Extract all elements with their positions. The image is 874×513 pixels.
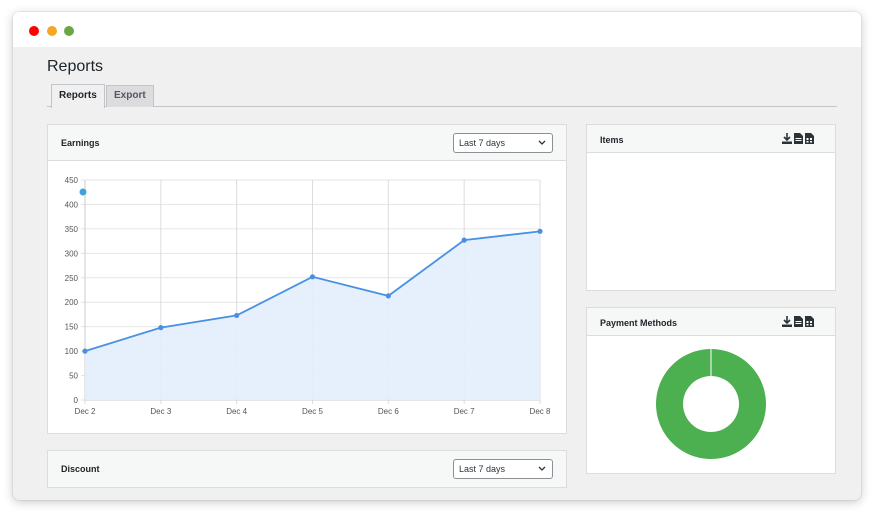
payment-methods-export-icons — [782, 316, 814, 327]
earnings-range-select[interactable]: Last 7 days — [453, 133, 553, 153]
earnings-point — [234, 312, 240, 319]
earnings-area — [85, 231, 540, 400]
file-csv-icon[interactable] — [805, 133, 814, 144]
items-panel-header: Items — [587, 125, 835, 153]
download-icon[interactable] — [782, 316, 792, 327]
y-tick-label: 50 — [69, 372, 78, 381]
page-title: Reports — [47, 58, 104, 75]
x-tick-label: Dec 2 — [75, 407, 96, 416]
maximize-window-button[interactable] — [64, 26, 74, 36]
discount-panel-header: Discount Last 7 days — [48, 451, 566, 487]
y-tick-label: 200 — [65, 298, 79, 307]
close-window-button[interactable] — [29, 26, 39, 36]
x-tick-label: Dec 7 — [454, 407, 475, 416]
earnings-point — [537, 228, 543, 234]
discount-title: Discount — [61, 464, 100, 474]
chevron-down-icon — [538, 466, 546, 471]
earnings-title: Earnings — [61, 138, 100, 148]
discount-range-value: Last 7 days — [459, 464, 506, 474]
tab-reports[interactable]: Reports — [51, 84, 105, 108]
items-export-icons — [782, 133, 814, 144]
x-tick-label: Dec 5 — [302, 407, 323, 416]
payment-methods-donut-chart — [655, 349, 766, 459]
x-tick-label: Dec 6 — [378, 407, 399, 416]
payment-methods-panel-header: Payment Methods — [587, 308, 835, 336]
x-tick-label: Dec 4 — [226, 407, 247, 416]
app-window: Reports Reports Export Earnings Last 7 d… — [13, 12, 861, 500]
payment-methods-title: Payment Methods — [600, 318, 678, 328]
earnings-panel: Earnings Last 7 days 0 50 100 150 200 250 300 3… — [47, 124, 567, 434]
file-pdf-icon[interactable] — [794, 316, 803, 327]
payment-methods-panel: Payment Methods — [586, 307, 836, 474]
earnings-point — [385, 293, 391, 299]
items-panel: Items — [586, 124, 836, 291]
tab-export[interactable]: Export — [106, 85, 154, 107]
y-tick-label: 250 — [65, 274, 79, 283]
items-title: Items — [600, 135, 624, 145]
legend-marker — [79, 188, 87, 196]
y-tick-label: 100 — [65, 347, 79, 356]
donut-slice[interactable] — [655, 349, 766, 459]
earnings-range-value: Last 7 days — [459, 138, 506, 148]
earnings-point — [461, 237, 467, 243]
title-bar — [13, 12, 861, 47]
download-icon[interactable] — [782, 133, 792, 144]
tab-bar: Reports Export — [47, 84, 837, 108]
y-tick-label: 400 — [65, 200, 79, 209]
chevron-down-icon — [538, 140, 546, 145]
earnings-point — [158, 325, 164, 331]
y-tick-label: 0 — [74, 396, 79, 405]
y-tick-label: 300 — [65, 249, 79, 258]
earnings-point — [309, 274, 316, 280]
file-csv-icon[interactable] — [805, 316, 814, 327]
y-tick-label: 350 — [65, 225, 79, 234]
x-tick-label: Dec 3 — [150, 407, 171, 416]
file-pdf-icon[interactable] — [794, 133, 803, 144]
x-tick-label: Dec 8 — [530, 407, 551, 416]
discount-range-select[interactable]: Last 7 days — [453, 459, 553, 479]
earnings-point — [82, 348, 88, 354]
earnings-panel-header: Earnings Last 7 days — [48, 125, 566, 161]
y-tick-label: 450 — [65, 176, 79, 185]
y-tick-label: 150 — [65, 323, 79, 332]
earnings-chart: 0 50 100 150 200 250 300 350 400 450 Dec 2 Dec 3 Dec… — [65, 176, 551, 416]
minimize-window-button[interactable] — [47, 26, 57, 36]
discount-panel: Discount Last 7 days — [47, 450, 567, 488]
